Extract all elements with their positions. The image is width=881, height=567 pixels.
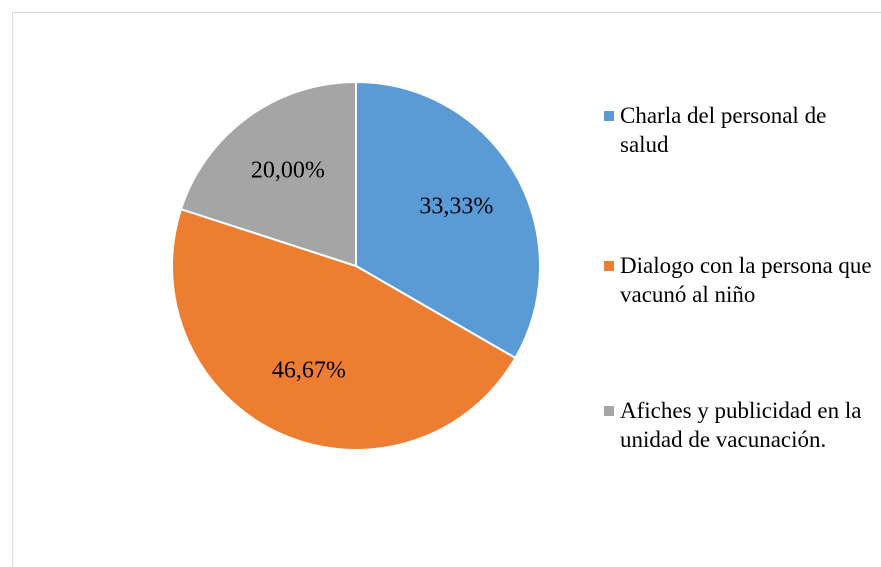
data-label: 20,00% (251, 158, 325, 184)
chart-frame (12, 12, 881, 567)
legend-swatch (604, 111, 614, 121)
legend-label: Charla del personal de salud (620, 103, 827, 157)
pie-slice (179, 80, 357, 268)
data-label: 46,67% (272, 357, 346, 383)
legend-entry: Dialogo con la persona que vacunó al niñ… (604, 251, 874, 309)
pie-slice (355, 80, 541, 360)
legend-swatch (604, 261, 614, 271)
legend-swatch (604, 406, 614, 416)
legend-label: Afiches y publicidad en la unidad de vac… (620, 398, 862, 452)
pie-slice (171, 207, 517, 451)
legend-entry: Afiches y publicidad en la unidad de vac… (604, 396, 874, 454)
data-label: 33,33% (419, 194, 493, 220)
legend-entry: Charla del personal de salud (604, 101, 874, 159)
legend-label: Dialogo con la persona que vacunó al niñ… (620, 253, 872, 307)
